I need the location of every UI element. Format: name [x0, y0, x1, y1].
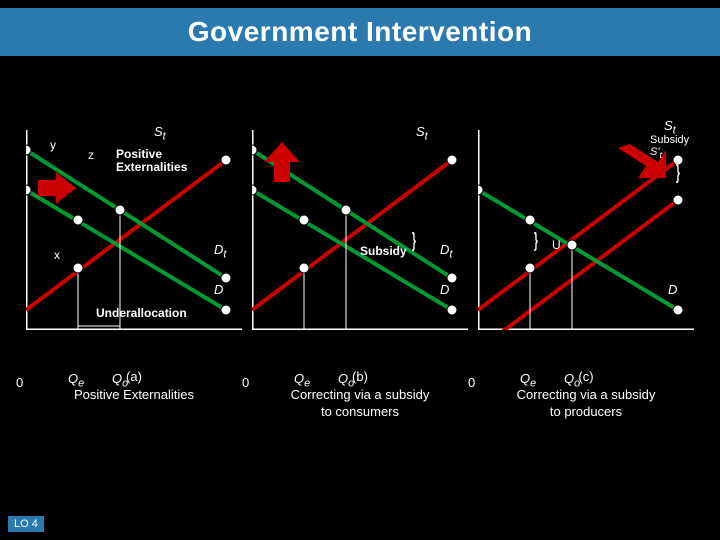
label-dt-b: Dt	[440, 242, 452, 261]
axis-origin-a: 0	[16, 375, 23, 390]
label-subsidy-sprime-c: Subsidy S't	[650, 134, 689, 160]
label-dt-a: Dt	[214, 242, 226, 261]
chart-b	[252, 130, 468, 330]
title-bar: Government Intervention	[0, 8, 720, 56]
subsidy-label-b: Subsidy	[360, 244, 407, 258]
underallocation-label: Underallocation	[96, 306, 187, 320]
label-st-b: St	[416, 124, 428, 143]
label-d-c: D	[668, 282, 677, 297]
page-title: Government Intervention	[188, 16, 532, 48]
positive-externalities-label: Positive Externalities	[116, 148, 187, 174]
caption-c: (c) Correcting via a subsidy to producer…	[478, 368, 694, 421]
panels-row: 0 Qe Qo St D Dt y z x Positive Externali…	[26, 130, 694, 370]
subsidy-brace-c: }	[676, 162, 680, 185]
label-x: x	[54, 248, 60, 262]
label-d-a: D	[214, 282, 223, 297]
label-y: y	[50, 138, 56, 152]
subsidy-brace-b: }	[412, 230, 416, 253]
caption-b: (b) Correcting via a subsidy to consumer…	[252, 368, 468, 421]
label-z: z	[88, 148, 94, 162]
label-d-b: D	[440, 282, 449, 297]
u-brace-c: }	[534, 230, 538, 253]
panel-b: 0 Qe Qo St D Dt Subsidy }	[252, 130, 468, 370]
lo-badge: LO 4	[8, 516, 44, 532]
axis-origin-b: 0	[242, 375, 249, 390]
label-st-a: St	[154, 124, 166, 143]
caption-a: (a) Positive Externalities	[26, 368, 242, 403]
panel-a: 0 Qe Qo St D Dt y z x Positive Externali…	[26, 130, 242, 370]
label-u: U	[552, 238, 561, 252]
panel-c: 0 Qe Qo St Subsidy S't D U } }	[478, 130, 694, 370]
axis-origin-c: 0	[468, 375, 475, 390]
